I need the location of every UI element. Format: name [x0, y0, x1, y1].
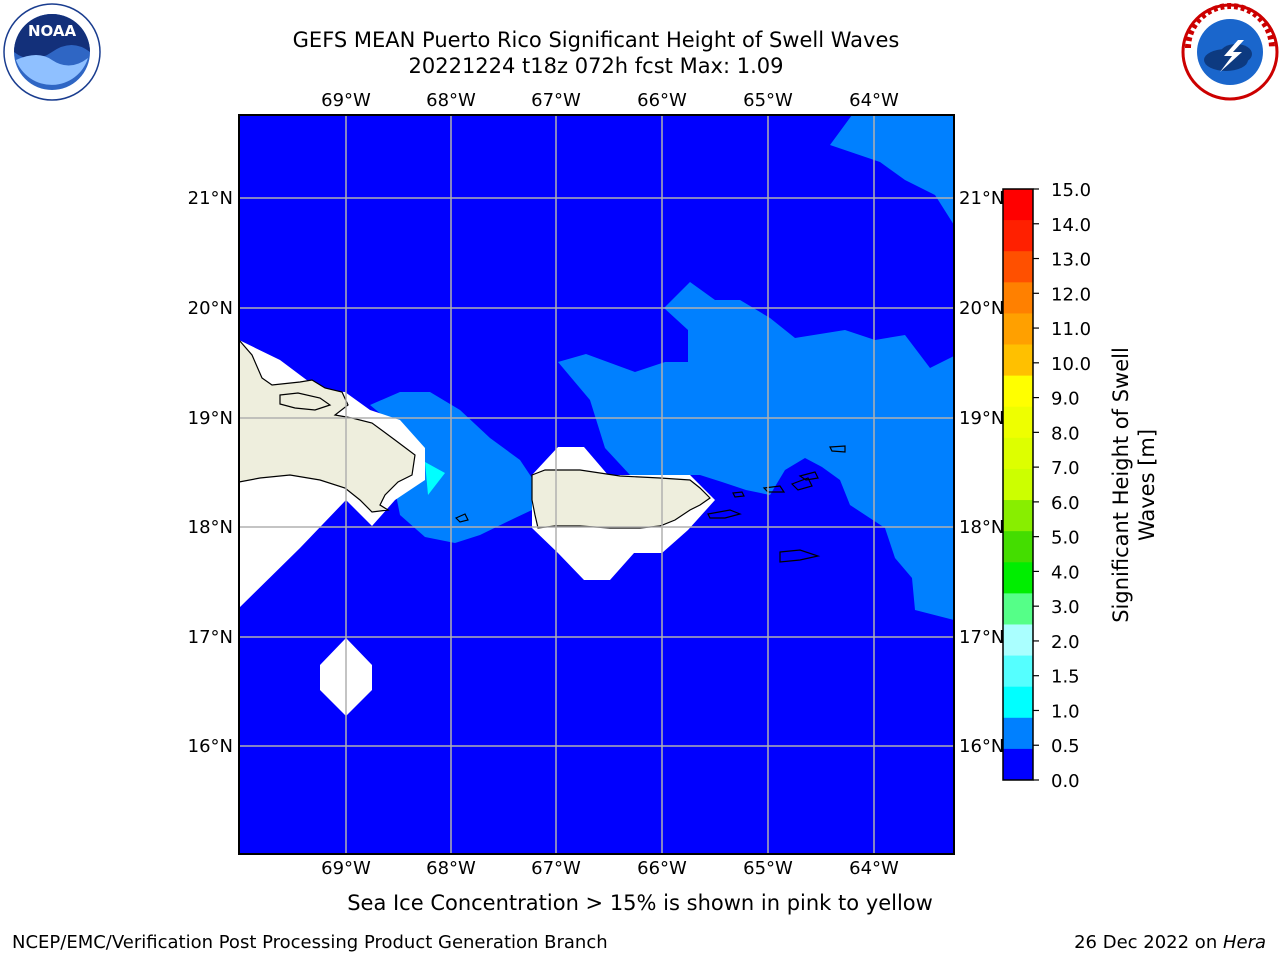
lat-label: 17°N	[959, 627, 1004, 648]
colorbar-border	[1002, 188, 1034, 781]
nws-logo	[1181, 3, 1279, 101]
land-anegada	[829, 445, 846, 453]
colorbar	[1002, 188, 1039, 781]
lat-label: 21°N	[959, 188, 1004, 209]
land-hispaniola	[238, 338, 416, 513]
colorbar-tick-label: 6.0	[1051, 493, 1080, 514]
colorbar-swatch	[1003, 655, 1033, 688]
swell-contour-cyan	[425, 462, 445, 495]
colorbar-swatch	[1003, 593, 1033, 625]
lon-label: 66°W	[637, 858, 687, 879]
lat-label: 17°N	[188, 627, 233, 648]
colorbar-tick-label: 2.0	[1051, 632, 1080, 653]
lon-label: 67°W	[531, 858, 581, 879]
lon-label: 65°W	[743, 90, 793, 111]
land-vieques	[707, 509, 742, 519]
lat-labels-right: 21°N 20°N 19°N 18°N 17°N 16°N	[959, 188, 1004, 757]
colorbar-tick-label: 13.0	[1051, 250, 1091, 271]
colorbar-tick-label: 14.0	[1051, 215, 1091, 236]
lat-label: 18°N	[188, 517, 233, 538]
colorbar-labels: 15.0 14.0 13.0 12.0 11.0 10.0 9.0 8.0 7.0 6.0 5.0 4…	[1051, 180, 1091, 792]
lon-label: 68°W	[426, 90, 476, 111]
colorbar-tick-label: 5.0	[1051, 528, 1080, 549]
colorbar-swatch	[1003, 468, 1033, 501]
lat-label: 19°N	[959, 408, 1004, 429]
footer-branch: NCEP/EMC/Verification Post Processing Pr…	[12, 932, 608, 953]
colorbar-tick-label: 9.0	[1051, 389, 1080, 410]
colorbar-tick-label: 8.0	[1051, 423, 1080, 444]
lat-label: 19°N	[188, 408, 233, 429]
footer-date: 26 Dec 2022 on Hera	[1074, 932, 1266, 953]
colorbar-swatch	[1003, 189, 1033, 221]
swell-contour-north	[830, 115, 954, 225]
colorbar-swatch	[1003, 437, 1033, 470]
colorbar-tick-label: 0.0	[1051, 771, 1080, 792]
colorbar-swatch	[1003, 562, 1033, 594]
noaa-logo-text: NOAA	[28, 22, 77, 40]
lon-label: 64°W	[849, 858, 899, 879]
colorbar-title-line2: Waves [m]	[1135, 429, 1159, 541]
colorbar-swatch	[1003, 220, 1033, 252]
colorbar-swatch	[1003, 748, 1033, 781]
colorbar-tick-label: 1.5	[1051, 667, 1080, 688]
colorbar-tick-label: 10.0	[1051, 354, 1091, 375]
swell-contour-east	[558, 282, 954, 620]
lat-label: 18°N	[959, 517, 1004, 538]
colorbar-swatch	[1003, 500, 1033, 532]
lat-label: 20°N	[959, 298, 1004, 319]
gridlines	[239, 115, 954, 854]
colorbar-tick-label: 15.0	[1051, 180, 1091, 201]
map-area	[238, 114, 955, 855]
chart-title: GEFS MEAN Puerto Rico Significant Height…	[292, 28, 900, 52]
colorbar-swatch	[1003, 344, 1033, 377]
colorbar-tick-label: 7.0	[1051, 458, 1080, 479]
colorbar-swatch	[1003, 282, 1033, 314]
colorbar-swatch	[1003, 686, 1033, 719]
colorbar-swatch	[1003, 531, 1033, 563]
sea-ice-note: Sea Ice Concentration > 15% is shown in …	[347, 891, 933, 915]
lon-label: 65°W	[743, 858, 793, 879]
colorbar-title-line1: Significant Height of Swell	[1109, 347, 1133, 623]
lon-label: 66°W	[637, 90, 687, 111]
colorbar-tick-label: 12.0	[1051, 284, 1091, 305]
chart-subtitle: 20221224 t18z 072h fcst Max: 1.09	[408, 54, 784, 78]
land-st-croix	[779, 549, 821, 563]
colorbar-swatch	[1003, 313, 1033, 346]
lat-labels-left: 21°N 20°N 19°N 18°N 17°N 16°N	[188, 188, 233, 757]
colorbar-swatch	[1003, 375, 1033, 408]
colorbar-tick-label: 4.0	[1051, 562, 1080, 583]
lon-labels-bottom: 69°W 68°W 67°W 66°W 65°W 64°W	[321, 858, 899, 879]
colorbar-tick-label: 0.5	[1051, 736, 1080, 757]
colorbar-swatch	[1003, 717, 1033, 750]
colorbar-title: Significant Height of Swell Waves [m]	[1104, 335, 1164, 635]
lat-label: 16°N	[188, 736, 233, 757]
land-culebra	[732, 491, 745, 498]
land-tortue	[279, 392, 332, 411]
land-virgin-islands	[762, 471, 819, 493]
colorbar-tick-label: 1.0	[1051, 701, 1080, 722]
colorbar-tick-label: 11.0	[1051, 319, 1091, 340]
footer-date-text: 26 Dec 2022 on	[1074, 932, 1223, 953]
lon-label: 69°W	[321, 858, 371, 879]
land-mona-island	[454, 513, 469, 523]
noaa-logo: NOAA	[3, 3, 101, 101]
colorbar-swatch	[1003, 624, 1033, 657]
lat-label: 16°N	[959, 736, 1004, 757]
lon-label: 68°W	[426, 858, 476, 879]
colorbar-tick-label: 3.0	[1051, 597, 1080, 618]
footer-host: Hera	[1222, 932, 1266, 953]
lat-label: 21°N	[188, 188, 233, 209]
lon-label: 64°W	[849, 90, 899, 111]
lon-label: 69°W	[321, 90, 371, 111]
lat-label: 20°N	[188, 298, 233, 319]
lon-label: 67°W	[531, 90, 581, 111]
map-border	[238, 114, 955, 855]
colorbar-swatch	[1003, 406, 1033, 439]
colorbar-swatch	[1003, 251, 1033, 283]
lon-labels-top: 69°W 68°W 67°W 66°W 65°W 64°W	[321, 90, 899, 111]
